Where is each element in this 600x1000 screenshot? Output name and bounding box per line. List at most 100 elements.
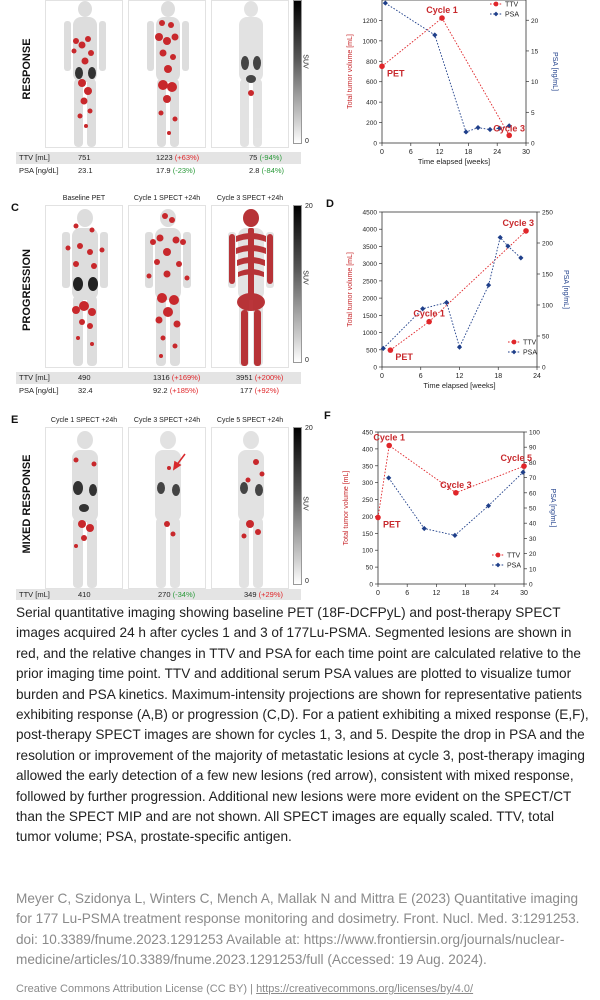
ttv-value-c2: 1316 (+169%)	[153, 373, 201, 382]
data-point-psa	[497, 234, 503, 241]
table-row-psa-c: PSA [ng/dL] 32.4 92.2 (+185%) 177 (+92%)	[16, 385, 301, 397]
y-tick-label: 1000	[363, 38, 378, 45]
data-point-psa	[506, 123, 512, 129]
y-tick-label: 50	[366, 565, 374, 572]
series-line-ttv	[377, 444, 525, 518]
organ-uptake	[241, 56, 261, 83]
x-tick-label: 6	[405, 590, 409, 597]
y-tick-label: 4500	[363, 210, 378, 217]
y2-tick-label: 15	[531, 48, 539, 55]
psa-value-a2: 17.9 (-23%)	[156, 166, 196, 175]
y2-axis-label: PSA [ng/mL]	[562, 270, 569, 309]
mip-image-e3	[238, 431, 265, 588]
data-point-ttv	[439, 15, 445, 21]
x-tick-label: 0	[380, 373, 384, 380]
x-tick-label: 24	[491, 590, 499, 597]
legend-marker	[495, 552, 501, 558]
x-tick-label: 12	[433, 590, 441, 597]
psa-label: PSA [ng/dL]	[19, 386, 59, 395]
legend-label: PSA	[507, 563, 521, 570]
data-point-ttv	[375, 514, 381, 521]
chart-annotation: Cycle 1	[373, 433, 405, 443]
image-panel-c2	[128, 205, 206, 368]
y2-tick-label: 20	[531, 18, 539, 25]
organ-uptake	[157, 482, 180, 496]
x-tick-label: 6	[409, 149, 413, 156]
data-point-ttv	[386, 442, 392, 449]
x-axis-label: Time elapsed [weeks]	[418, 157, 490, 166]
data-point-psa	[456, 344, 463, 350]
panel-letter-f: F	[324, 410, 331, 422]
y2-tick-label: 20	[529, 551, 537, 558]
lesions	[248, 90, 254, 96]
body-silhouette	[62, 209, 108, 366]
body-silhouette	[238, 431, 264, 588]
panel-letter-c: C	[11, 202, 19, 214]
lesions	[241, 459, 265, 539]
colorbar-min-c: 0	[305, 357, 309, 364]
x-tick-label: 0	[376, 590, 380, 597]
y-tick-label: 500	[366, 347, 377, 354]
y2-tick-label: 0	[529, 582, 533, 589]
mip-image-e2	[155, 431, 186, 588]
image-panel-e3	[211, 427, 289, 589]
y-tick-label: 200	[366, 120, 377, 127]
colorbar-suv-a	[293, 0, 302, 144]
red-arrow-icon	[172, 453, 186, 471]
lesions	[65, 223, 105, 346]
x-axis-label: Time elapsed [weeks]	[423, 381, 495, 390]
data-point-psa	[505, 243, 511, 249]
row-label-response: RESPONSE	[21, 38, 33, 100]
data-point-psa	[463, 129, 469, 135]
lesions	[164, 466, 176, 537]
mip-image-a2	[147, 1, 189, 147]
body-silhouette	[147, 1, 189, 147]
image-panel-a3	[211, 0, 289, 148]
chart-annotation: PET	[395, 352, 413, 362]
organ-uptake	[75, 67, 96, 79]
chart-d: 0 6 12 18 2405001000150020002500300035004000…	[347, 210, 569, 391]
body-silhouette	[155, 431, 181, 588]
y2-tick-label: 60	[529, 490, 537, 497]
chart-annotation: Cycle 3	[493, 123, 525, 133]
legend-marker	[511, 349, 517, 355]
row-label-progression: PROGRESSION	[21, 249, 33, 331]
license-link[interactable]: https://creativecommons.org/licenses/by/…	[256, 983, 474, 995]
lesions	[146, 213, 190, 358]
legend-marker	[493, 1, 499, 7]
ttv-value-a1: 751	[78, 153, 91, 162]
image-panel-c3	[211, 205, 289, 368]
image-title-e2: Cycle 3 SPECT +24h	[133, 417, 201, 424]
image-panel-c1	[45, 205, 123, 368]
data-point-psa	[386, 475, 392, 481]
legend-marker	[511, 339, 517, 345]
data-point-ttv	[506, 132, 512, 139]
y2-axis-label: PSA [ng/mL]	[549, 489, 556, 528]
data-point-psa	[485, 282, 492, 288]
y-tick-label: 2500	[363, 278, 378, 285]
image-panel-a1	[45, 0, 123, 148]
colorbar-suv-c	[293, 205, 302, 363]
y-tick-label: 150	[362, 531, 373, 538]
image-title-c1: Baseline PET	[62, 195, 106, 202]
image-title-e3: Cycle 5 SPECT +24h	[216, 417, 284, 424]
y-tick-label: 450	[362, 430, 373, 437]
x-tick-label: 6	[419, 373, 423, 380]
y2-tick-label: 100	[529, 430, 540, 437]
psa-value-a1: 23.1	[78, 166, 93, 175]
plot-frame	[381, 0, 527, 144]
chart-f: 0 6 12 18 24 30050100150200250300350400450010…	[343, 430, 556, 598]
license-text: Creative Commons Attribution License (CC…	[16, 983, 257, 995]
ttv-label: TTV [mL]	[19, 153, 50, 162]
data-point-ttv	[523, 228, 529, 234]
psa-value-c1: 32.4	[78, 386, 93, 395]
colorbar-max-c: 20	[305, 203, 313, 210]
image-panel-a2	[128, 0, 206, 148]
x-tick-label: 12	[456, 373, 464, 380]
body-silhouette	[145, 209, 191, 366]
ttv-value-c3: 3951 (+200%)	[236, 373, 284, 382]
ttv-value-e2: 270 (-34%)	[158, 590, 196, 599]
data-point-ttv	[387, 347, 394, 353]
mip-image-e1	[72, 431, 98, 588]
x-tick-label: 18	[462, 590, 470, 597]
